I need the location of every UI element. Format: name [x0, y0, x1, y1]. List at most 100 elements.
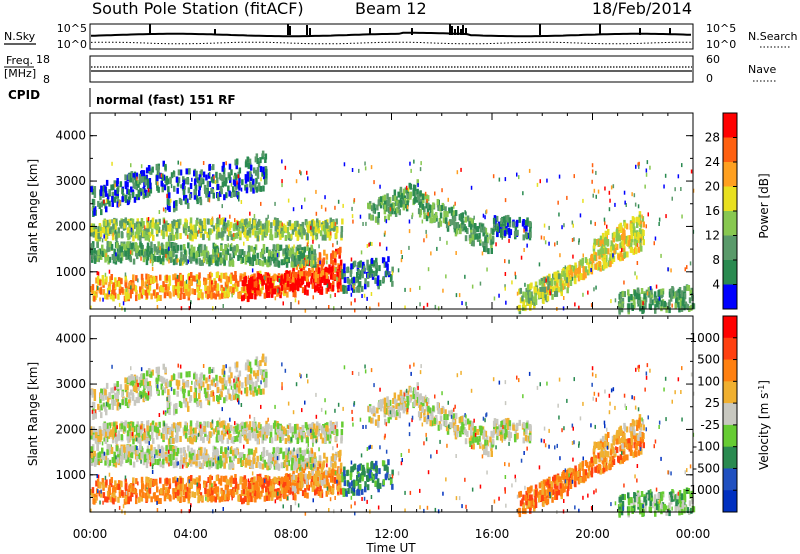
- power-cell: [492, 217, 496, 224]
- power-cell: [273, 273, 276, 280]
- power-cell: [243, 219, 247, 226]
- power-cell: [458, 293, 461, 298]
- power-cell: [177, 258, 179, 263]
- power-cell: [230, 182, 233, 187]
- power-cell: [156, 224, 159, 231]
- velocity-cell: [272, 422, 276, 429]
- power-cell: [575, 271, 579, 278]
- power-cell: [207, 191, 211, 198]
- power-cell: [151, 277, 155, 284]
- power-cell: [496, 233, 498, 237]
- velocity-cell: [244, 478, 247, 485]
- power-cell: [622, 238, 626, 245]
- power-cell: [142, 170, 146, 177]
- power-cell: [320, 264, 324, 270]
- velocity-cell: [206, 496, 210, 503]
- power-cell: [214, 259, 218, 266]
- power-cell: [146, 191, 149, 198]
- power-cell: [501, 235, 503, 240]
- power-cell: [615, 244, 619, 250]
- velocity-cell: [177, 495, 180, 502]
- velocity-cell: [117, 434, 120, 441]
- velocity-cell: [336, 474, 339, 481]
- power-cell: [192, 224, 196, 231]
- power-cell: [309, 270, 312, 277]
- power-cell: [265, 286, 268, 293]
- velocity-cell: [289, 475, 293, 482]
- power-cell: [136, 243, 138, 247]
- power-cell: [292, 207, 295, 212]
- power-cell: [189, 217, 193, 224]
- power-cell: [290, 278, 294, 285]
- power-cell: [258, 278, 262, 285]
- velocity-cell: [177, 478, 181, 484]
- power-cell: [424, 191, 427, 196]
- power-cell: [325, 253, 329, 260]
- power-cell: [115, 242, 119, 249]
- power-cell: [198, 179, 201, 186]
- power-cell: [146, 245, 150, 252]
- power-cell: [538, 262, 541, 267]
- power-cell: [605, 234, 608, 241]
- power-cell: [101, 275, 105, 281]
- velocity-cell: [319, 433, 323, 440]
- power-cell: [193, 193, 197, 200]
- velocity-cell: [153, 480, 156, 486]
- velocity-cell: [320, 480, 324, 486]
- power-cell: [111, 289, 114, 296]
- power-cell: [615, 229, 619, 236]
- power-cell: [125, 194, 128, 201]
- velocity-cell: [302, 477, 305, 484]
- power-cell: [195, 256, 198, 263]
- power-cell: [383, 261, 387, 268]
- velocity-cell: [268, 491, 272, 498]
- power-cell: [325, 272, 329, 279]
- velocity-cell: [291, 431, 295, 438]
- power-cell: [677, 288, 680, 293]
- power-cell: [115, 252, 117, 257]
- power-cell: [313, 281, 316, 288]
- power-cell: [311, 282, 315, 289]
- velocity-cell: [129, 490, 132, 497]
- power-cell: [353, 260, 357, 267]
- power-cell: [485, 241, 488, 248]
- power-cell: [108, 219, 112, 226]
- power-cell: [534, 290, 537, 296]
- power-cell: [209, 228, 212, 235]
- power-cell: [376, 279, 379, 286]
- velocity-cell: [248, 496, 251, 503]
- power-cell: [106, 254, 110, 261]
- power-cell: [147, 274, 150, 280]
- power-cell: [286, 221, 289, 226]
- velocity-cell: [99, 491, 103, 498]
- power-cell: [106, 246, 109, 253]
- velocity-cell: [257, 475, 260, 482]
- power-cell: [464, 210, 466, 215]
- power-cell: [687, 285, 691, 291]
- power-cell: [349, 267, 353, 274]
- velocity-cell: [277, 490, 280, 497]
- power-cell: [120, 231, 123, 238]
- power-cell: [238, 197, 240, 202]
- velocity-cell: [306, 492, 309, 499]
- power-cell: [184, 218, 187, 225]
- velocity-cell: [125, 492, 129, 499]
- power-cell: [239, 275, 242, 282]
- power-cell: [104, 190, 108, 197]
- velocity-cell: [308, 423, 311, 430]
- power-cell: [184, 255, 187, 262]
- power-cell: [140, 222, 142, 227]
- power-cell: [267, 250, 271, 257]
- power-cell: [207, 218, 210, 225]
- power-cell: [553, 271, 556, 278]
- velocity-cell: [134, 489, 138, 495]
- power-cell: [120, 246, 123, 253]
- power-cell: [184, 178, 187, 185]
- power-cell: [343, 270, 346, 277]
- power-cell: [623, 222, 627, 229]
- velocity-cell: [166, 493, 169, 499]
- power-cell: [246, 229, 250, 236]
- power-cell: [93, 257, 97, 264]
- power-cell: [329, 231, 332, 236]
- velocity-cell: [110, 477, 113, 483]
